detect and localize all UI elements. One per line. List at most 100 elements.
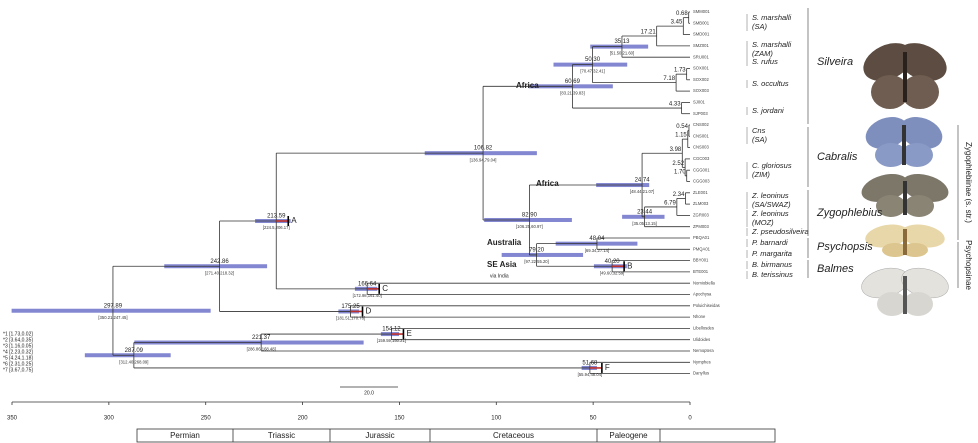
tip-label: SMZ001 bbox=[693, 43, 709, 48]
axis-tick-label: 100 bbox=[491, 416, 502, 422]
hpd-label: [286.86,168.48] bbox=[247, 347, 276, 352]
node-age: 221.37 bbox=[252, 335, 271, 341]
butterfly-psychopsis bbox=[863, 221, 946, 257]
species-label: P. margarita bbox=[752, 249, 792, 258]
tip-label: CGG001 bbox=[693, 167, 710, 172]
node-age: 2.52 bbox=[672, 161, 684, 167]
node-age: 106.82 bbox=[474, 146, 493, 152]
tip-label: Poluichiseidas bbox=[693, 303, 720, 308]
species-label: (SA) bbox=[752, 135, 768, 144]
species-label: Z. leoninus bbox=[751, 209, 789, 218]
node-age: 35.13 bbox=[614, 39, 630, 45]
hpd-label: [271.40,218.32] bbox=[205, 270, 234, 275]
node-age: 3.98 bbox=[670, 147, 682, 153]
node-age: 3.45 bbox=[671, 20, 683, 26]
period-label: Cretaceous bbox=[493, 431, 534, 440]
tip-label: Nomiobiella bbox=[693, 280, 716, 285]
node-age: 48.04 bbox=[589, 236, 605, 242]
node-age: 0.68 bbox=[676, 11, 688, 17]
hpd-label: [136.94,79.04] bbox=[470, 157, 497, 162]
tip-label: SMB001 bbox=[693, 20, 710, 25]
calibration-label: E bbox=[406, 329, 411, 338]
calibration-label: B bbox=[627, 261, 632, 270]
clade-label: SE Asia bbox=[487, 260, 517, 269]
axis-tick-label: 350 bbox=[7, 416, 18, 422]
tip-label: ZPM003 bbox=[693, 224, 709, 229]
node-age: 60.69 bbox=[565, 79, 581, 85]
hpd-label: [51.50,21.60] bbox=[610, 51, 634, 56]
subfamily-label: Psychopsinae bbox=[964, 240, 973, 290]
tip-label: SRU001 bbox=[693, 54, 709, 59]
node-age: 50.30 bbox=[585, 57, 601, 63]
calibration-label: F bbox=[605, 363, 610, 372]
node-age: 24.74 bbox=[635, 178, 651, 184]
node-age: 287.09 bbox=[125, 348, 144, 354]
hpd-label: [70.47,32.41] bbox=[580, 69, 604, 74]
species-label: S. rufus bbox=[752, 57, 778, 66]
genus-label: Zygophlebius bbox=[816, 207, 883, 219]
tip-label: SOX001 bbox=[693, 66, 710, 71]
subfamily-label: Zygophlebiinae (s. str.) bbox=[964, 142, 973, 223]
species-label: C. gloriosus bbox=[752, 161, 792, 170]
tip-label: SMD001 bbox=[693, 32, 710, 37]
tip-label: CGC003 bbox=[693, 156, 710, 161]
node-age: 154.12 bbox=[382, 327, 401, 333]
genus-label: Silveira bbox=[817, 56, 853, 68]
species-label: S. marshalli bbox=[752, 13, 792, 22]
genus-label: Cabralis bbox=[817, 151, 858, 163]
species-label: Cns bbox=[752, 126, 766, 135]
period-table bbox=[137, 429, 775, 442]
species-label: (SA/SWAZ) bbox=[752, 200, 791, 209]
tip-label: ZLE001 bbox=[693, 190, 708, 195]
tip-label: Nymphes bbox=[693, 359, 711, 364]
axis-tick-label: 200 bbox=[298, 416, 309, 422]
node-age: 1.70 bbox=[674, 169, 686, 175]
hpd-label: [224.5,206.17] bbox=[263, 225, 290, 230]
tip-label: BTE001 bbox=[693, 269, 709, 274]
node-age: 7.18 bbox=[663, 76, 675, 82]
species-label: B. birmanus bbox=[752, 260, 792, 269]
tip-label: Nemoptera bbox=[693, 348, 714, 353]
tip-label: Libellosdes bbox=[693, 326, 714, 331]
axis-tick-label: 250 bbox=[201, 416, 212, 422]
node-age: 1.73 bbox=[674, 68, 686, 74]
hpd-label: [83.21,39.83] bbox=[560, 90, 584, 95]
hpd-label: [69.34,27.14] bbox=[585, 248, 609, 253]
hpd-label: [48.44,21.07] bbox=[630, 189, 654, 194]
axis-tick-label: 300 bbox=[104, 416, 115, 422]
hpd-label: [312.40,268.09] bbox=[119, 359, 148, 364]
node-age: 297.89 bbox=[104, 303, 123, 309]
calibration-label: A bbox=[291, 216, 297, 225]
clade-label: Australia bbox=[487, 238, 522, 247]
legend-entry: *7 [3.67,0.75] bbox=[3, 367, 33, 373]
node-age: 242.86 bbox=[210, 259, 229, 265]
species-label: S. occultus bbox=[752, 79, 789, 88]
tip-label: SOX003 bbox=[693, 88, 710, 93]
node-age: 79.20 bbox=[529, 248, 545, 254]
period-label: Paleogene bbox=[609, 431, 648, 440]
tip-label: Apochysa bbox=[693, 292, 712, 297]
tip-label: CGG003 bbox=[693, 179, 710, 184]
axis-tick-label: 0 bbox=[688, 416, 692, 422]
period-label: Jurassic bbox=[365, 431, 394, 440]
phylogeny-figure: 20.0 350300250200150100500[350.21,247.45… bbox=[0, 0, 978, 443]
tip-label: ZGR003 bbox=[693, 213, 709, 218]
axis-tick-label: 50 bbox=[590, 416, 597, 422]
species-label: (MOZ) bbox=[752, 218, 774, 227]
tip-label: CNS003 bbox=[693, 145, 709, 150]
butterfly-balmes bbox=[858, 263, 952, 316]
tip-label: SJ001 bbox=[693, 100, 706, 105]
clade-label: via India bbox=[490, 273, 509, 279]
tip-label: ZLM003 bbox=[693, 201, 709, 206]
tip-label: CNS001 bbox=[693, 133, 709, 138]
hpd-label: [55.94,48.04] bbox=[578, 372, 602, 377]
butterfly-cabralis bbox=[861, 111, 947, 167]
genus-label: Balmes bbox=[817, 263, 854, 275]
node-age: 6.79 bbox=[664, 201, 676, 207]
genus-label: Psychopsis bbox=[817, 241, 873, 253]
period-label: Permian bbox=[170, 431, 200, 440]
species-label: S. marshalli bbox=[752, 40, 792, 49]
node-age: 82.90 bbox=[522, 213, 538, 219]
period-label: Triassic bbox=[268, 431, 295, 440]
scale-bar-label: 20.0 bbox=[364, 390, 374, 396]
